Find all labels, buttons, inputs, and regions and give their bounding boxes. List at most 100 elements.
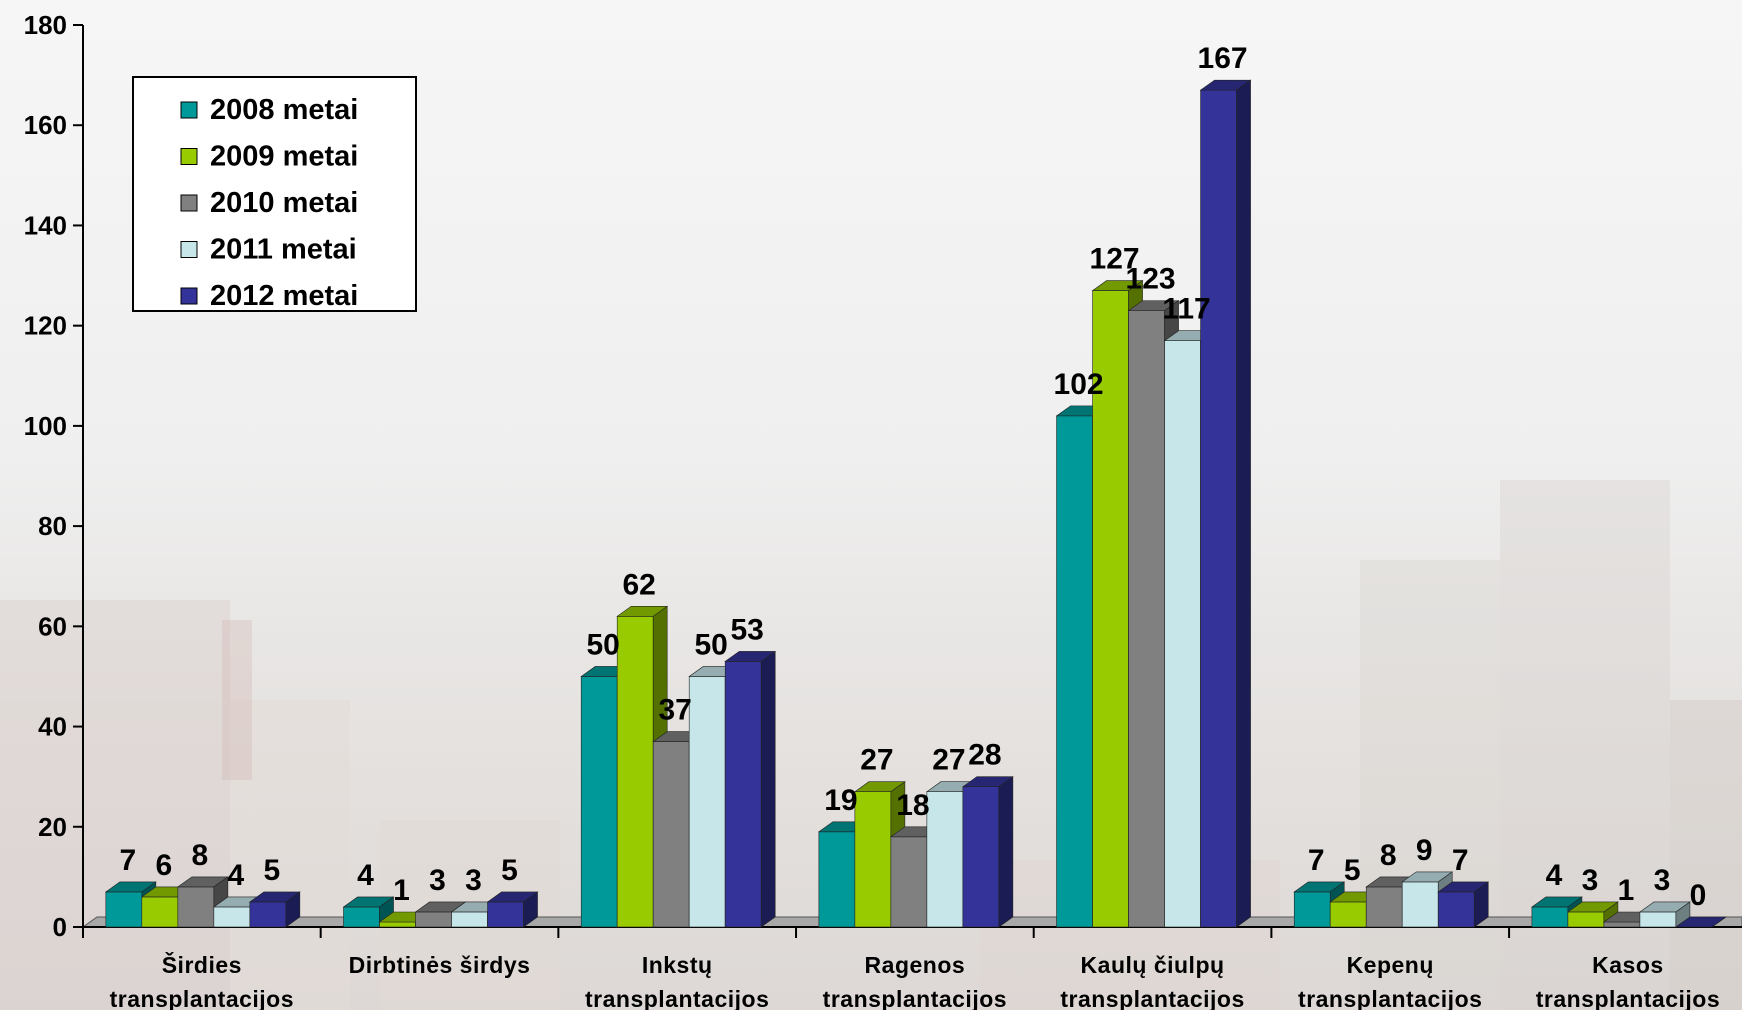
data-label: 5 — [501, 854, 518, 887]
bar-front — [141, 896, 179, 928]
x-category-label: transplantacijos — [823, 986, 1007, 1010]
bar-front — [854, 791, 892, 928]
bar-front — [1293, 891, 1331, 928]
bar-side — [1236, 79, 1251, 928]
bar-front — [580, 676, 618, 928]
y-tick-label: 60 — [38, 611, 67, 641]
bar-front — [415, 911, 452, 928]
legend-box — [132, 76, 417, 312]
data-label: 37 — [659, 694, 692, 727]
x-category-label: transplantacijos — [1536, 986, 1720, 1010]
legend-entry: 2009 metai — [210, 141, 358, 173]
bar-front — [1639, 911, 1677, 928]
x-category-label: Kaulų čiulpų — [1081, 952, 1225, 978]
bar-side — [998, 776, 1014, 928]
bar-front — [1567, 911, 1605, 928]
data-label: 18 — [896, 789, 929, 822]
bar-front — [451, 911, 488, 928]
data-label: 8 — [191, 839, 208, 872]
data-label: 7 — [1452, 844, 1469, 877]
legend-swatch — [180, 241, 198, 258]
bar-front — [1128, 310, 1165, 928]
bar-side — [1711, 916, 1727, 928]
legend-entry: 2010 metai — [210, 187, 358, 219]
bar-front — [1092, 290, 1129, 928]
data-label: 4 — [1546, 859, 1563, 892]
data-label: 8 — [1380, 839, 1397, 872]
legend-swatch — [180, 287, 198, 305]
bars — [104, 79, 1727, 928]
bar-side — [285, 891, 301, 928]
data-label: 3 — [465, 864, 482, 897]
x-category-label: Inkstų — [642, 952, 713, 978]
bar-front — [1056, 415, 1093, 928]
data-label: 1 — [1618, 874, 1635, 907]
data-label: 0 — [1690, 879, 1707, 912]
bar-front — [1329, 901, 1367, 928]
x-category-label: Širdies — [162, 951, 242, 978]
data-label: 167 — [1198, 42, 1248, 75]
bar-front — [1164, 340, 1201, 928]
y-tick-label: 0 — [53, 912, 67, 942]
x-category-label: Dirbtinės širdys — [349, 952, 531, 978]
bar-front — [1401, 881, 1439, 928]
bar-side — [760, 650, 776, 928]
x-category-label: transplantacijos — [110, 986, 294, 1010]
bar-front — [652, 741, 690, 928]
y-tick-label: 20 — [38, 812, 67, 842]
data-label: 123 — [1126, 263, 1176, 296]
data-label: 50 — [695, 628, 728, 661]
data-label: 9 — [1416, 834, 1433, 867]
bar-front — [724, 661, 762, 928]
x-category-label: Kasos — [1592, 952, 1664, 978]
data-label: 62 — [623, 568, 656, 601]
bar-side — [523, 891, 538, 928]
bar-front — [818, 831, 856, 928]
data-label: 3 — [429, 864, 446, 897]
legend-swatch — [180, 101, 198, 119]
data-label: 50 — [587, 628, 620, 661]
data-label: 4 — [357, 859, 374, 892]
bar-side — [1473, 881, 1489, 928]
data-label: 5 — [263, 854, 280, 887]
x-category-label: transplantacijos — [1060, 986, 1244, 1010]
bar-front — [213, 906, 251, 928]
bar-front — [177, 886, 215, 928]
y-tick-label: 160 — [24, 110, 67, 140]
data-label: 127 — [1090, 243, 1140, 276]
data-label: 7 — [1308, 844, 1325, 877]
data-label: 27 — [860, 744, 893, 777]
x-category-label: Ragenos — [865, 952, 966, 978]
bar-front — [926, 791, 964, 928]
data-label: 102 — [1054, 368, 1104, 401]
bar-front — [890, 836, 928, 928]
data-label: 1 — [393, 874, 410, 907]
legend-entry: 2012 metai — [210, 280, 358, 312]
x-category-label: Kepenų — [1347, 952, 1434, 978]
bar-front — [249, 901, 287, 928]
x-category-label: transplantacijos — [1298, 986, 1482, 1010]
bar-front — [1603, 921, 1641, 928]
bar-front — [1531, 906, 1569, 928]
bar-front — [487, 901, 524, 928]
bar-front — [379, 921, 416, 928]
bar-front — [616, 616, 654, 928]
y-tick-label: 120 — [24, 311, 67, 341]
data-label: 3 — [1654, 864, 1671, 897]
y-tick-label: 40 — [38, 712, 67, 742]
data-label: 53 — [731, 613, 764, 646]
bar-front — [105, 891, 143, 928]
bar-front — [1437, 891, 1475, 928]
legend-swatch — [180, 194, 198, 212]
data-label: 5 — [1344, 854, 1361, 887]
data-label: 28 — [968, 739, 1001, 772]
data-label: 3 — [1582, 864, 1599, 897]
bar-front — [962, 786, 1000, 928]
bar-front — [1200, 89, 1237, 928]
y-tick-label: 140 — [24, 210, 67, 240]
legend-entry: 2008 metai — [210, 94, 358, 126]
legend-entry: 2011 metai — [210, 234, 357, 266]
data-label: 4 — [227, 859, 244, 892]
